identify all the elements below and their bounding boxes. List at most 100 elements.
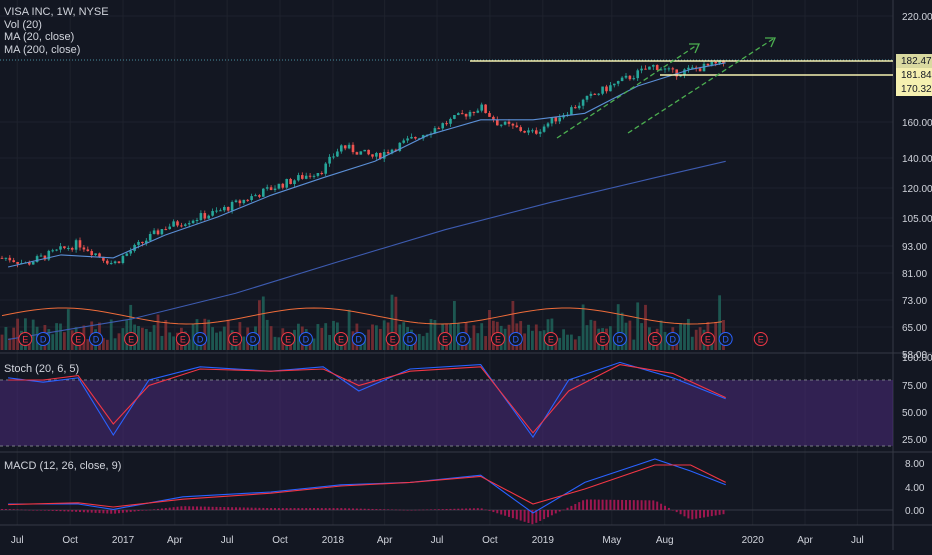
candle-body bbox=[343, 145, 347, 149]
macd-histogram-bar bbox=[718, 510, 721, 515]
indicator-ma20-label[interactable]: MA (20, close) bbox=[4, 31, 75, 43]
candle-body bbox=[301, 175, 304, 179]
ma200-line[interactable] bbox=[8, 160, 726, 340]
macd-histogram-bar bbox=[515, 510, 518, 520]
indicator-vol-label[interactable]: Vol (20) bbox=[4, 18, 42, 31]
dividend-marker[interactable]: D bbox=[402, 332, 417, 346]
dividend-marker[interactable]: D bbox=[246, 332, 261, 346]
earnings-marker[interactable]: E bbox=[647, 332, 662, 346]
candle-body bbox=[16, 262, 19, 264]
earnings-marker[interactable]: E bbox=[124, 332, 139, 346]
candle-body bbox=[195, 220, 199, 222]
macd-histogram-bar bbox=[47, 510, 50, 511]
earnings-marker[interactable]: E bbox=[175, 332, 190, 346]
macd-histogram-bar bbox=[196, 506, 198, 510]
volume-bar bbox=[714, 322, 718, 350]
price-badge-level-2: 170.32 bbox=[896, 82, 932, 96]
time-axis[interactable]: Jul Oct 2017 Apr Jul Oct 2018 Apr Jul Oct 2019 May A… bbox=[11, 535, 864, 546]
price-badge-level-1: 181.84 bbox=[896, 68, 932, 82]
dividend-marker[interactable]: D bbox=[89, 332, 104, 346]
macd-histogram-bar bbox=[270, 508, 273, 510]
macd-histogram-bar bbox=[285, 508, 288, 510]
volume-bar bbox=[242, 336, 246, 350]
stoch-k-line[interactable] bbox=[8, 361, 726, 439]
candle-body bbox=[367, 149, 370, 155]
svg-text:E: E bbox=[548, 335, 554, 345]
dividend-marker[interactable]: D bbox=[508, 332, 523, 346]
svg-text:E: E bbox=[75, 335, 81, 345]
macd-histogram-bar bbox=[141, 510, 144, 511]
volume-bar bbox=[152, 325, 156, 350]
candle-body bbox=[238, 200, 242, 204]
dividend-marker[interactable]: D bbox=[665, 332, 680, 346]
stoch-d-line[interactable] bbox=[8, 364, 726, 434]
earnings-marker[interactable]: E bbox=[71, 332, 86, 346]
candle-body bbox=[86, 249, 90, 252]
earnings-marker[interactable]: E bbox=[281, 332, 296, 346]
candle-body bbox=[340, 145, 343, 152]
symbol-title[interactable]: VISA INC, 1W, NYSE bbox=[4, 6, 109, 18]
candle-body bbox=[550, 117, 554, 124]
stoch-overbought-oversold-band bbox=[0, 380, 893, 446]
trend-arrow-1[interactable] bbox=[556, 43, 701, 139]
earnings-marker[interactable]: E bbox=[595, 332, 610, 346]
macd-legend[interactable]: MACD (12, 26, close, 9) bbox=[4, 460, 122, 472]
dividend-marker[interactable]: D bbox=[193, 332, 208, 346]
macd-histogram-bar bbox=[543, 510, 546, 520]
earnings-marker[interactable]: E bbox=[490, 332, 505, 346]
dividend-marker[interactable]: D bbox=[36, 332, 51, 346]
trend-arrow-2[interactable] bbox=[627, 37, 777, 134]
volume-bar bbox=[316, 324, 320, 350]
earnings-marker[interactable]: E bbox=[18, 332, 33, 346]
stoch-axis[interactable]: 100.00 75.00 50.00 25.00 bbox=[902, 353, 932, 446]
volume-bar bbox=[59, 323, 62, 350]
candle-body bbox=[644, 68, 647, 70]
dividend-marker[interactable]: D bbox=[298, 332, 313, 346]
volume-bar bbox=[476, 333, 480, 350]
macd-histogram-bar bbox=[211, 506, 214, 510]
macd-histogram-bar bbox=[484, 509, 487, 511]
macd-histogram-bar bbox=[652, 500, 655, 510]
dividend-marker[interactable]: D bbox=[455, 332, 470, 346]
macd-histogram-bar bbox=[391, 509, 393, 510]
macd-histogram-bar bbox=[675, 510, 678, 513]
time-label: Jul bbox=[221, 535, 234, 546]
volume-bar bbox=[636, 302, 640, 350]
stoch-legend[interactable]: Stoch (20, 6, 5) bbox=[4, 363, 80, 375]
candle-body bbox=[332, 156, 335, 158]
volume-bar bbox=[172, 336, 175, 350]
candle-body bbox=[390, 149, 394, 154]
candle-body bbox=[203, 213, 207, 219]
candle-body bbox=[148, 233, 152, 241]
earnings-marker[interactable]: E bbox=[753, 332, 768, 346]
earnings-marker[interactable]: E bbox=[228, 332, 243, 346]
macd-axis[interactable]: 8.00 4.00 0.00 bbox=[905, 459, 925, 517]
dividend-marker[interactable]: D bbox=[612, 332, 627, 346]
earnings-marker[interactable]: E bbox=[438, 332, 453, 346]
macd-histogram-bar bbox=[469, 508, 471, 510]
macd-histogram-bar bbox=[597, 499, 600, 510]
candle-body bbox=[624, 75, 628, 78]
volume-bar bbox=[718, 295, 721, 350]
macd-signal-line[interactable] bbox=[8, 464, 726, 508]
earnings-marker[interactable]: E bbox=[543, 332, 558, 346]
candle-body bbox=[527, 130, 530, 133]
dividend-marker[interactable]: D bbox=[351, 332, 366, 346]
dividend-marker[interactable]: D bbox=[718, 332, 733, 346]
indicator-ma200-label[interactable]: MA (200, close) bbox=[4, 43, 81, 56]
svg-text:D: D bbox=[250, 335, 257, 345]
price-axis[interactable]: 220.00 160.00 140.00 120.00 105.00 93.00… bbox=[902, 12, 932, 361]
volume-bar bbox=[187, 339, 191, 350]
earnings-marker[interactable]: E bbox=[700, 332, 715, 346]
price-candles[interactable] bbox=[0, 59, 725, 268]
earnings-marker[interactable]: E bbox=[385, 332, 400, 346]
macd-histogram-bar bbox=[589, 499, 592, 510]
volume-bar bbox=[371, 324, 374, 350]
ma20-line[interactable] bbox=[7, 62, 726, 268]
candle-body bbox=[145, 240, 148, 243]
volume-bar bbox=[219, 331, 222, 350]
macd-histogram-bar bbox=[496, 510, 499, 514]
earnings-marker[interactable]: E bbox=[333, 332, 348, 346]
